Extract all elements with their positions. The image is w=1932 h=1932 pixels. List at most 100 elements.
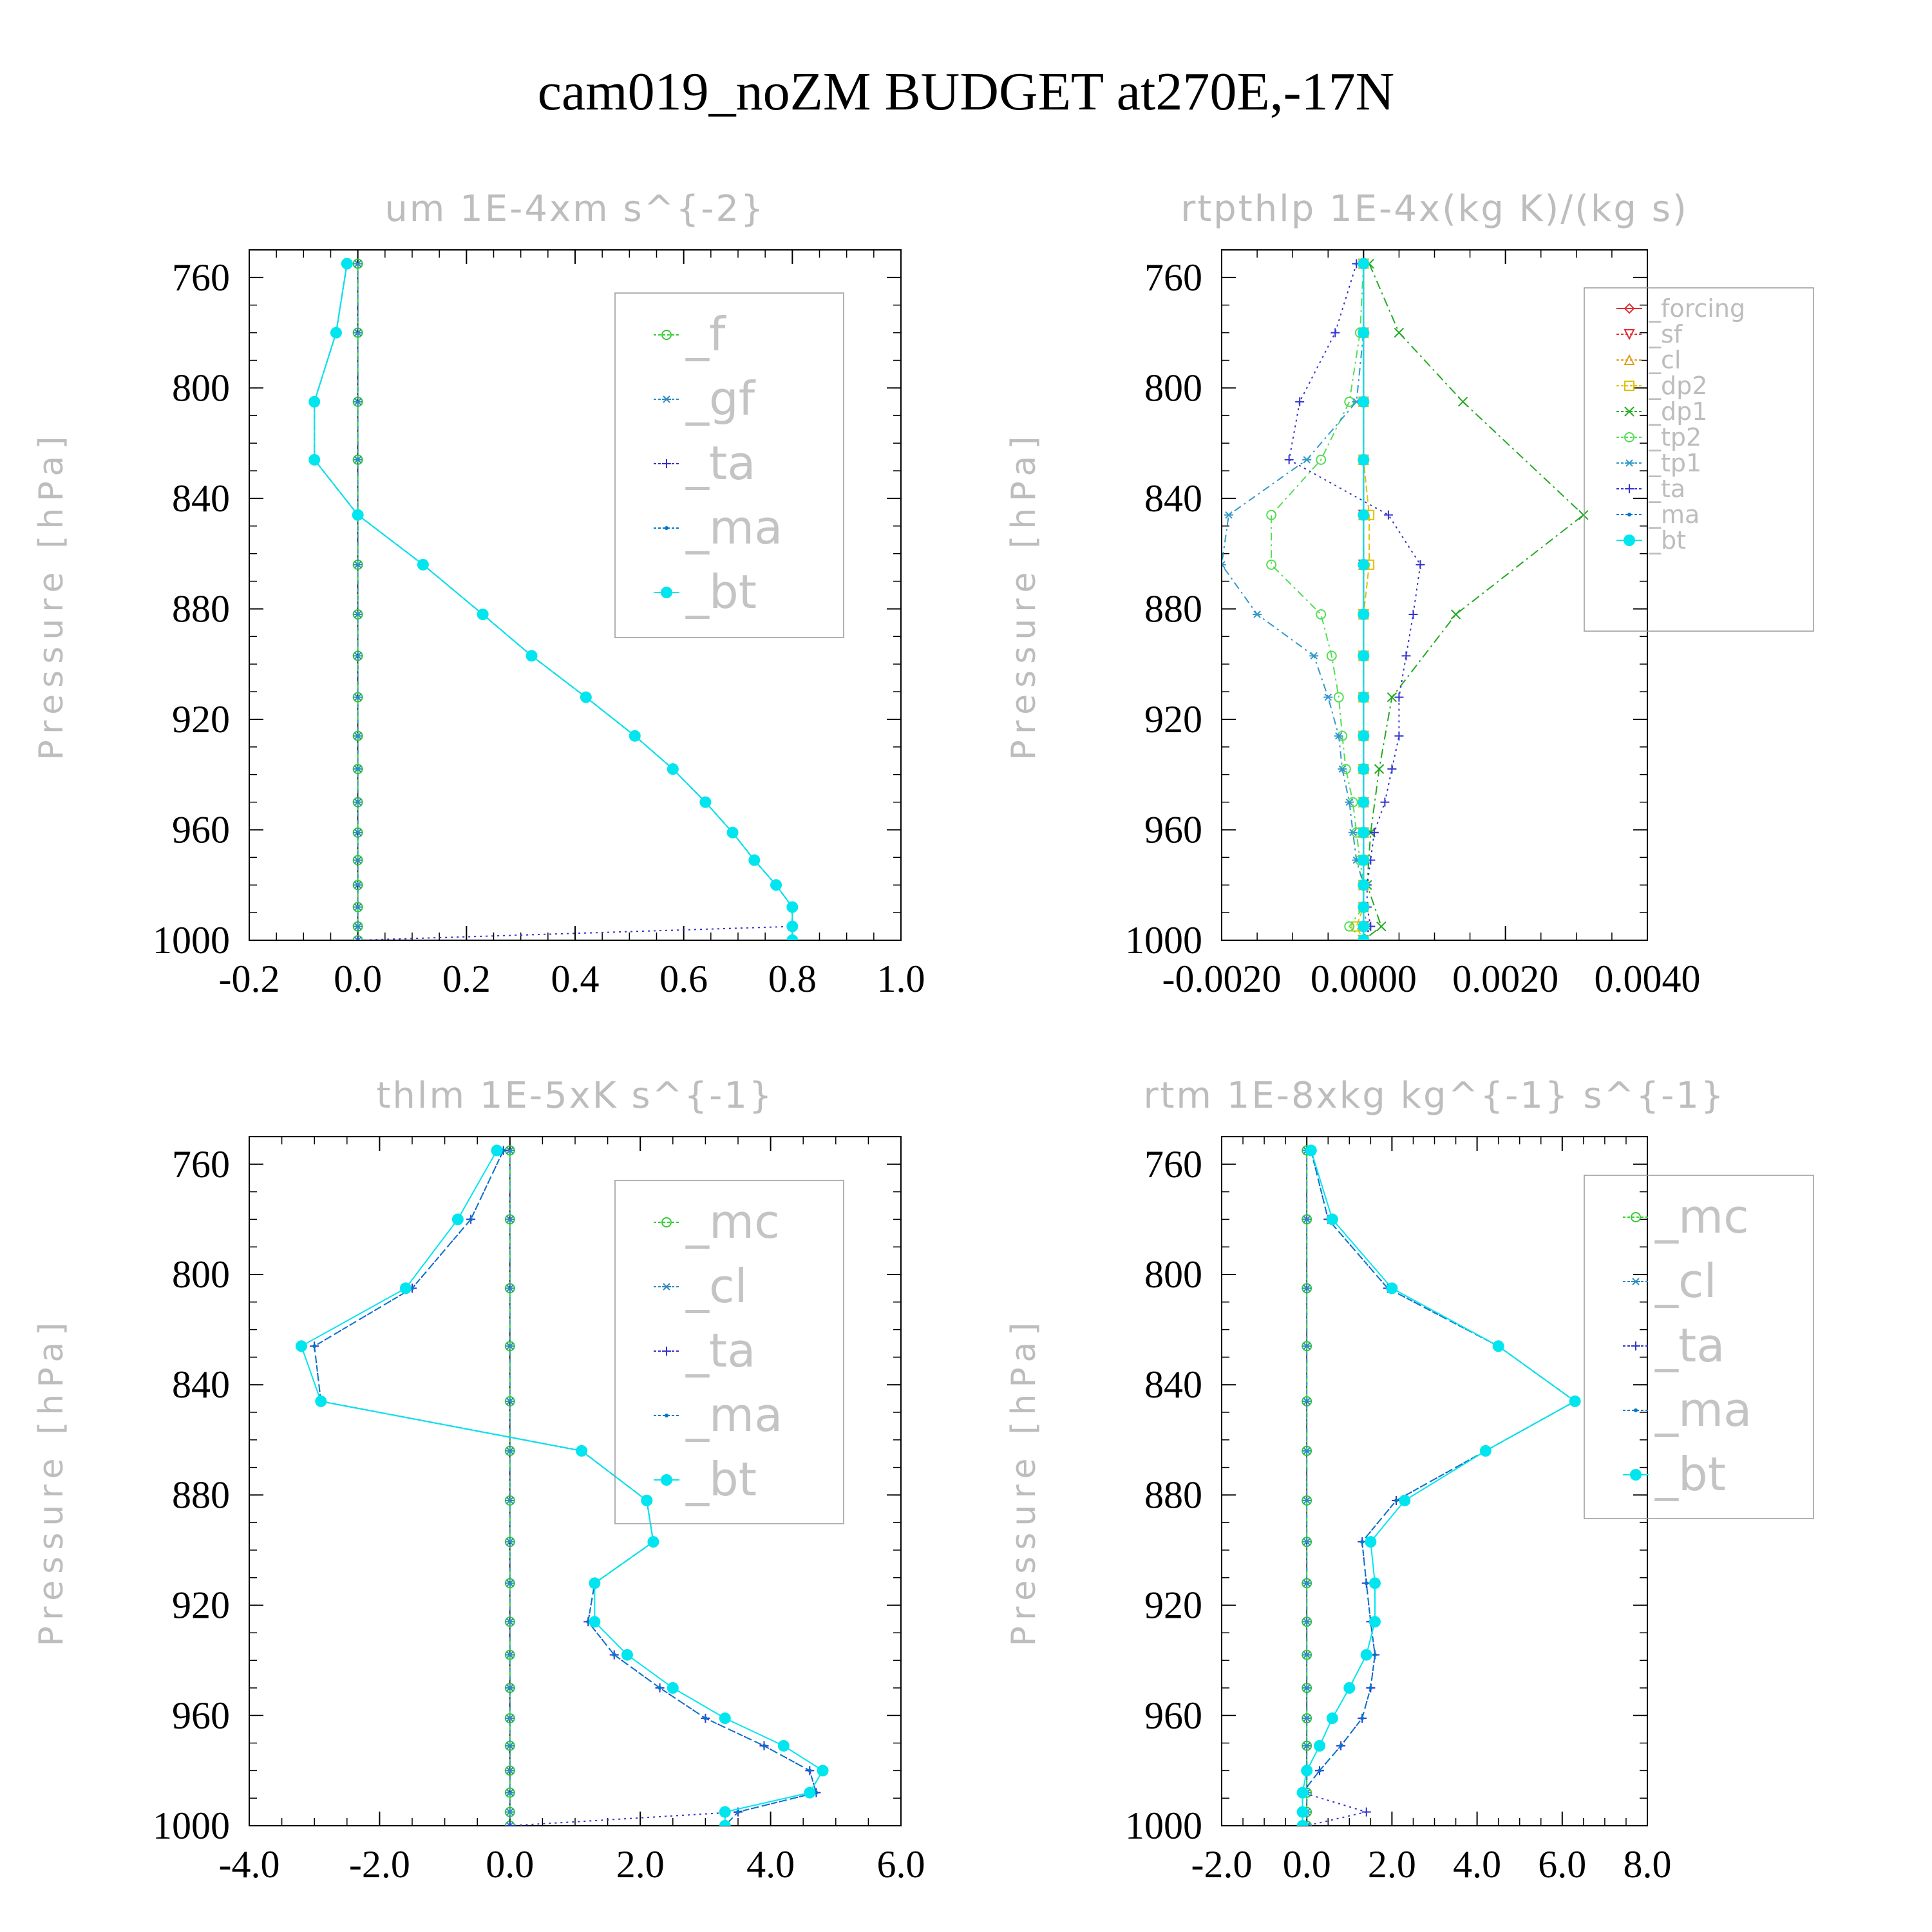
data-point	[612, 1653, 616, 1657]
data-point	[1360, 1649, 1372, 1661]
legend-entry: _tp2	[1616, 423, 1701, 451]
legend: _mc _cl _ta _ma _bt	[614, 1180, 844, 1524]
legend-label: _bt	[1654, 1447, 1726, 1501]
data-point	[1326, 1712, 1338, 1725]
data-point	[1479, 1444, 1492, 1457]
data-point	[1266, 559, 1277, 570]
data-point	[341, 258, 353, 270]
x-tick-label: 0.2	[442, 958, 491, 1000]
data-point	[1266, 509, 1277, 520]
data-point	[1302, 1447, 1312, 1455]
data-point	[505, 1742, 515, 1750]
data-point	[505, 1766, 515, 1775]
legend-entry: _gf	[654, 372, 756, 426]
data-point	[1450, 609, 1461, 620]
data-point	[1376, 921, 1387, 932]
y-tick-label: 800	[1144, 1253, 1202, 1296]
y-tick-label: 960	[1144, 808, 1202, 851]
y-tick-label: 840	[1144, 477, 1202, 520]
data-point	[1302, 1684, 1312, 1692]
panel-title: thlm 1E-5xK s^{-1}	[376, 1075, 773, 1117]
data-point	[315, 1395, 327, 1407]
y-tick-label: 880	[172, 1473, 230, 1516]
data-point	[629, 730, 641, 742]
legend-marker	[1634, 1408, 1638, 1412]
x-tick-label: 4.0	[746, 1843, 795, 1886]
y-tick-label: 960	[172, 808, 230, 851]
series-dp1	[1358, 258, 1589, 940]
data-point	[1339, 1743, 1343, 1748]
data-point	[330, 327, 342, 339]
data-point	[353, 881, 363, 889]
data-point	[505, 1618, 515, 1625]
data-point	[353, 936, 363, 940]
x-tick-label: 0.0000	[1311, 958, 1417, 1000]
data-point	[1361, 1807, 1371, 1817]
legend-marker	[1624, 329, 1635, 341]
legend-marker	[1631, 1212, 1641, 1222]
data-point	[1358, 901, 1370, 913]
legend-entry: _f	[654, 307, 726, 361]
plot-frame	[1221, 249, 1648, 941]
legend-marker	[662, 459, 671, 468]
series-ma	[1300, 1148, 1577, 1826]
x-tick-label: 2.0	[616, 1843, 665, 1886]
legend-entry: _bt	[654, 1452, 757, 1506]
panel-4: rtm 1E-8xkg kg^{-1} s^{-1} Pressure [hPa]…	[1005, 1075, 1814, 1886]
legend-marker	[665, 526, 668, 530]
legend-marker	[1630, 1469, 1642, 1481]
data-point	[817, 1765, 829, 1777]
data-point	[295, 1340, 307, 1352]
y-tick-label: 1000	[1125, 1804, 1202, 1847]
series-line	[1222, 263, 1368, 940]
data-point	[786, 920, 799, 933]
data-point	[1380, 797, 1390, 807]
data-point	[1302, 1497, 1312, 1504]
y-tick-label: 1000	[1125, 919, 1202, 961]
legend-label: _ta	[685, 436, 755, 490]
plot-area	[308, 258, 799, 940]
legend-entry: _dp1	[1616, 397, 1707, 426]
y-tick-label: 920	[172, 1584, 230, 1627]
plot-area	[295, 1144, 829, 1826]
legend-marker	[661, 330, 672, 340]
legend-label: _ma	[1648, 500, 1700, 529]
data-point	[1394, 731, 1404, 741]
legend-label: _bt	[685, 1452, 757, 1506]
data-point	[1358, 395, 1370, 408]
y-tick-label: 1000	[153, 1804, 230, 1847]
panels: um 1E-4xm s^{-2} Pressure [hPa] -0.2 0.0 0.2…	[32, 188, 1814, 1886]
data-point	[1358, 796, 1370, 808]
x-tick-label: 4.0	[1453, 1843, 1501, 1886]
data-point	[1401, 651, 1411, 661]
data-point	[308, 453, 321, 466]
y-tick-label: 920	[172, 698, 230, 741]
data-point	[1368, 1686, 1373, 1690]
data-point	[1345, 798, 1354, 806]
series-bt	[1296, 1144, 1581, 1826]
legend-marker	[1625, 459, 1634, 467]
data-point	[1569, 1395, 1581, 1407]
series-line	[1302, 1150, 1577, 1826]
plot-frame	[249, 249, 902, 941]
data-point	[353, 260, 363, 268]
legend-entry: _ma	[1623, 1383, 1752, 1437]
y-tick-label: 760	[172, 1143, 230, 1186]
x-tick-label: -0.0020	[1162, 958, 1282, 1000]
y-tick-label: 960	[172, 1694, 230, 1737]
x-tick-label: -2.0	[349, 1843, 410, 1886]
legend-label: _f	[685, 307, 726, 361]
legend-label: _mc	[685, 1195, 780, 1249]
data-point	[417, 558, 429, 571]
panel-3: thlm 1E-5xK s^{-1} Pressure [hPa] -4.0 -2.0…	[32, 1075, 925, 1886]
y-tick-label: 760	[1144, 256, 1202, 299]
data-point	[1295, 397, 1305, 406]
y-tick-label: 800	[1144, 366, 1202, 409]
series-line	[1271, 263, 1365, 940]
y-tick-label: 960	[1144, 1694, 1202, 1737]
legend-entry: _ta	[654, 1323, 755, 1378]
data-point	[477, 609, 489, 621]
series-line	[314, 1150, 817, 1826]
data-point	[1302, 1714, 1312, 1722]
data-point	[352, 509, 364, 521]
